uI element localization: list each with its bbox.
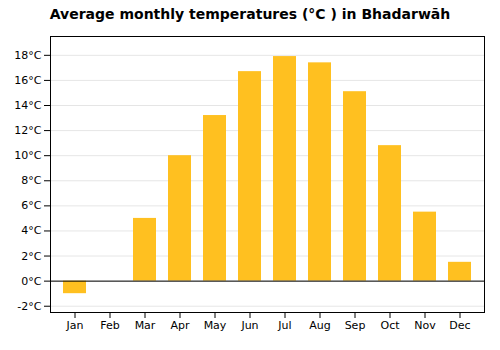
svg-text:10°C: 10°C (14, 149, 41, 162)
svg-text:May: May (204, 319, 227, 332)
svg-text:2°C: 2°C (21, 250, 41, 263)
svg-text:6°C: 6°C (21, 199, 41, 212)
svg-text:Dec: Dec (449, 319, 470, 332)
svg-text:Jan: Jan (66, 319, 84, 332)
svg-text:Nov: Nov (414, 319, 436, 332)
svg-text:18°C: 18°C (14, 49, 41, 62)
svg-text:Sep: Sep (345, 319, 366, 332)
svg-text:4°C: 4°C (21, 224, 41, 237)
svg-text:12°C: 12°C (14, 124, 41, 137)
svg-text:Jun: Jun (240, 319, 258, 332)
html-text:Average monthly temperatures (: Average monthly temperatures (°C ) in Bh… (49, 6, 451, 22)
svg-text:Apr: Apr (170, 319, 190, 332)
svg-text:Jul: Jul (277, 319, 291, 332)
svg-text:-2°C: -2°C (17, 300, 41, 313)
svg-text:Aug: Aug (309, 319, 330, 332)
svg-text:14°C: 14°C (14, 99, 41, 112)
svg-text:Oct: Oct (380, 319, 400, 332)
svg-text:16°C: 16°C (14, 74, 41, 87)
svg-text:0°C: 0°C (21, 275, 41, 288)
svg-text:Feb: Feb (100, 319, 119, 332)
svg-text:Mar: Mar (135, 319, 156, 332)
svg-text:8°C: 8°C (21, 174, 41, 187)
